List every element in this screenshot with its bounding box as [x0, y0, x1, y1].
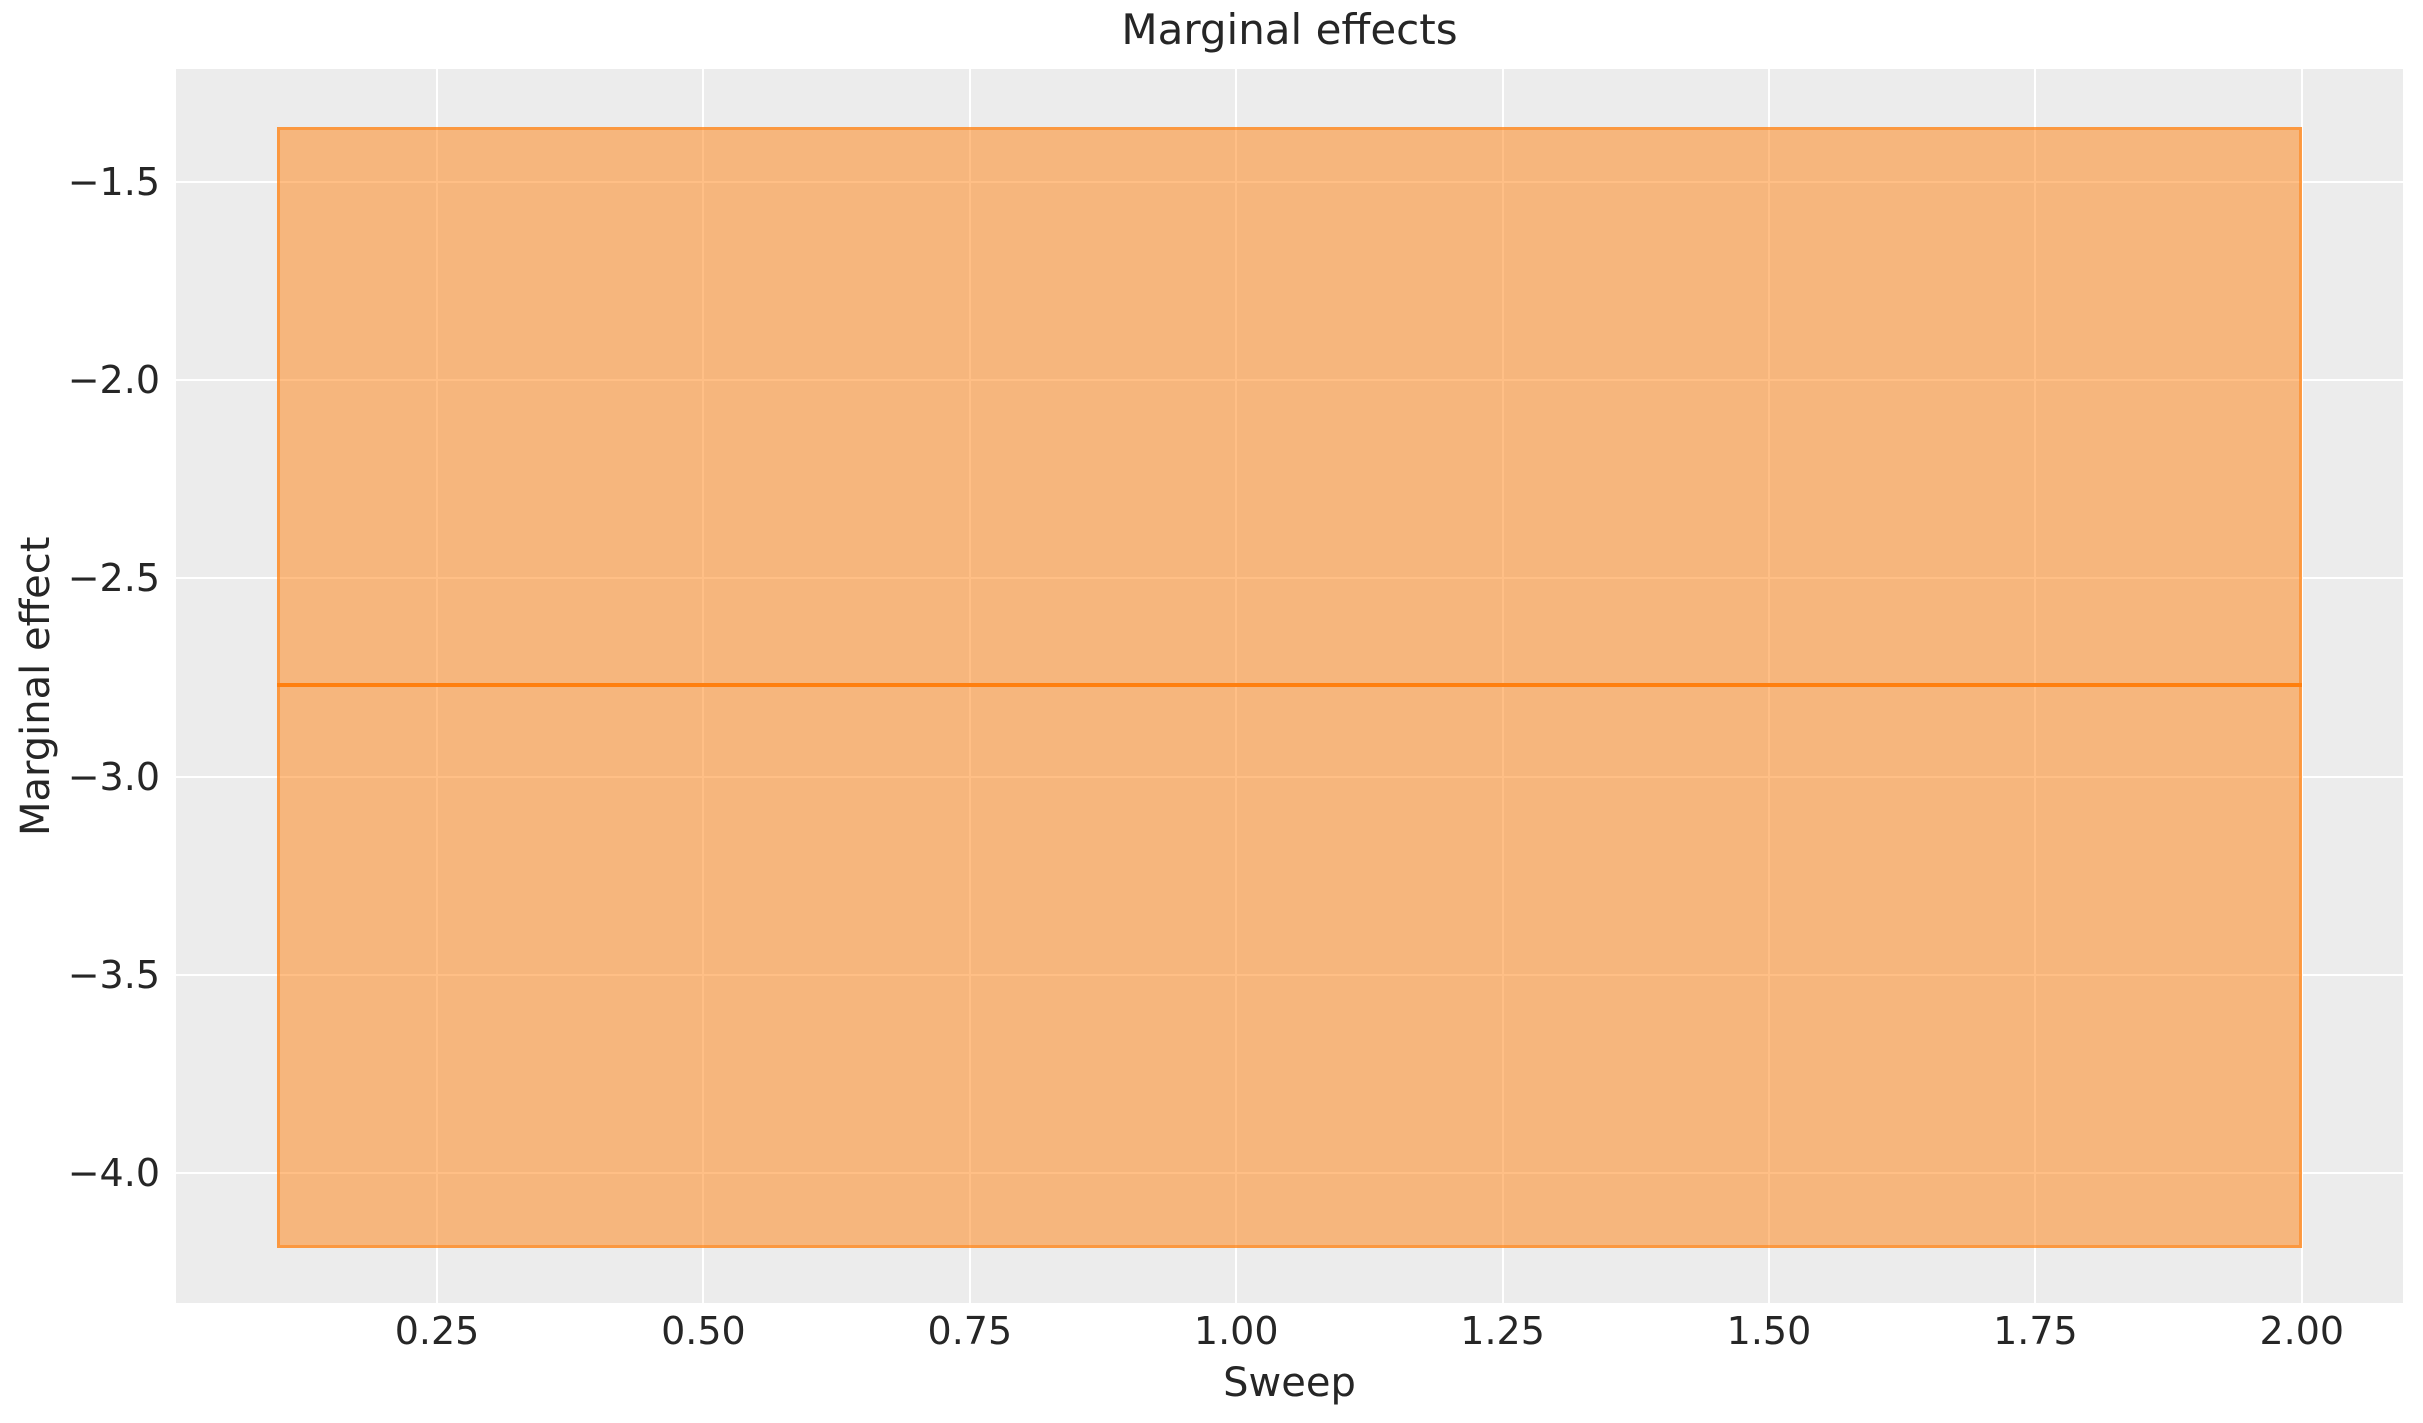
y-tick-label: −2.0 — [67, 358, 160, 403]
y-tick-label: −1.5 — [67, 160, 160, 205]
x-tick-label: 1.75 — [1993, 1309, 2078, 1353]
x-axis-label: Sweep — [1223, 1360, 1356, 1406]
x-tick-label: 0.25 — [394, 1309, 480, 1353]
chart-title: Marginal effects — [1121, 5, 1458, 54]
x-tick-label: 1.50 — [1726, 1309, 1812, 1353]
y-tick-label: −3.0 — [67, 754, 160, 799]
plot-area — [176, 69, 2403, 1303]
x-tick-label: 0.75 — [927, 1309, 1013, 1353]
y-tick-label: −4.0 — [67, 1150, 160, 1195]
x-gridline — [2300, 69, 2303, 1303]
x-tick-label: 2.00 — [2259, 1309, 2345, 1353]
x-tick-label: 1.25 — [1460, 1309, 1545, 1353]
y-axis-label: Marginal effect — [13, 536, 59, 836]
y-tick-label: −3.5 — [67, 952, 160, 997]
y-tick-label: −2.5 — [67, 556, 160, 601]
mean-line — [277, 683, 2302, 688]
x-tick-label: 1.00 — [1193, 1309, 1279, 1353]
x-tick-label: 0.50 — [661, 1309, 746, 1353]
